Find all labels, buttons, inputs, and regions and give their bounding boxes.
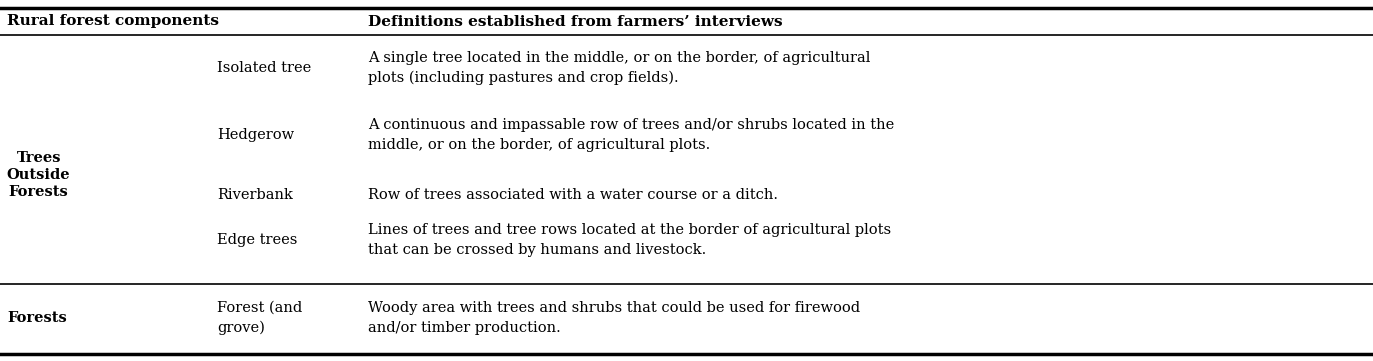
Text: Trees
Outside
Forests: Trees Outside Forests [7,151,70,199]
Text: Hedgerow: Hedgerow [217,128,294,142]
Text: Riverbank: Riverbank [217,188,292,202]
Text: A continuous and impassable row of trees and/or shrubs located in the
middle, or: A continuous and impassable row of trees… [368,118,894,152]
Text: Forests: Forests [7,311,67,325]
Text: Forest (and
grove): Forest (and grove) [217,301,302,335]
Text: Rural forest components: Rural forest components [7,14,218,29]
Text: Woody area with trees and shrubs that could be used for firewood
and/or timber p: Woody area with trees and shrubs that co… [368,301,859,335]
Text: A single tree located in the middle, or on the border, of agricultural
plots (in: A single tree located in the middle, or … [368,51,870,85]
Text: Isolated tree: Isolated tree [217,61,312,75]
Text: Lines of trees and tree rows located at the border of agricultural plots
that ca: Lines of trees and tree rows located at … [368,223,891,257]
Text: Definitions established from farmers’ interviews: Definitions established from farmers’ in… [368,14,783,29]
Text: Row of trees associated with a water course or a ditch.: Row of trees associated with a water cou… [368,188,778,202]
Text: Edge trees: Edge trees [217,233,298,247]
